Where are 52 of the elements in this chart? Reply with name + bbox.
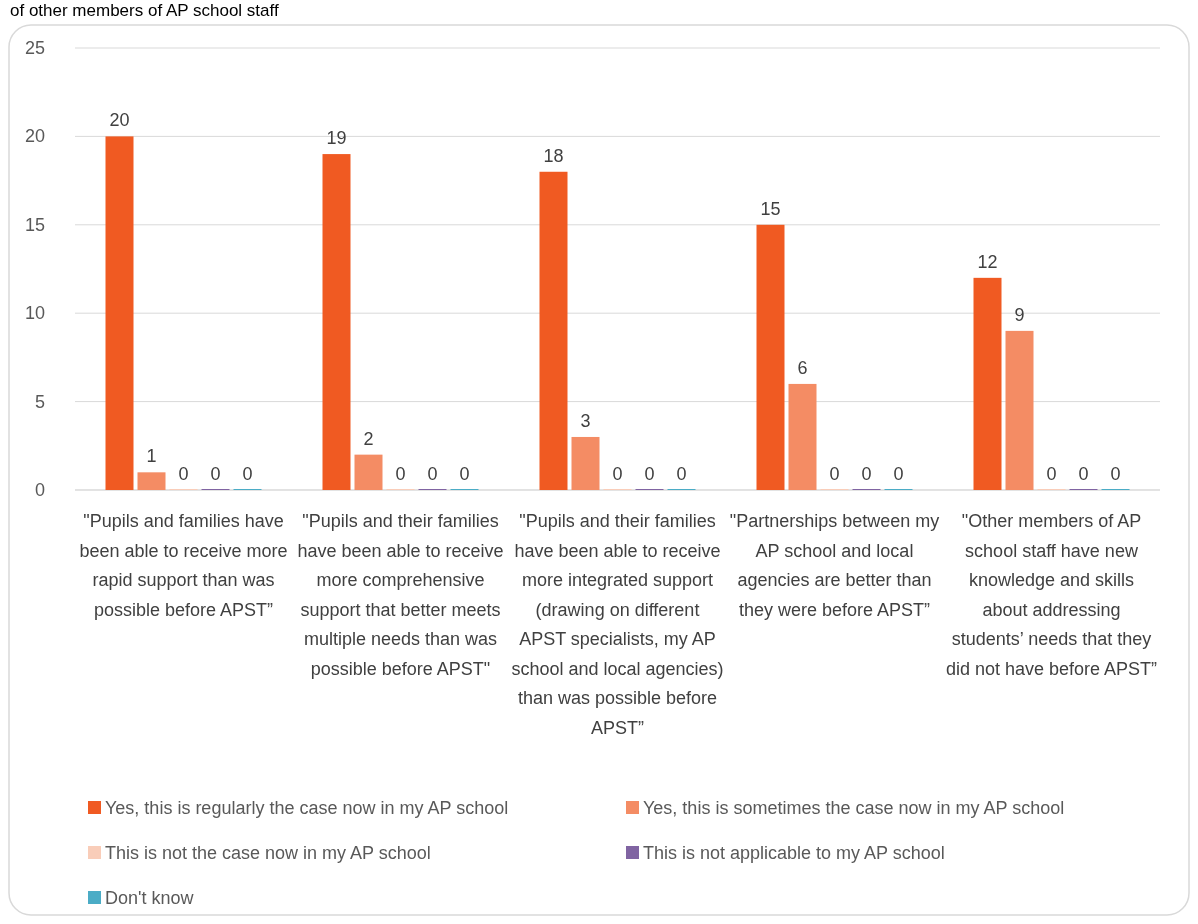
data-label: 0 <box>395 464 406 484</box>
x-tick-label: "Partnerships between my AP school and local agencies are better than they were before APST” <box>729 511 940 620</box>
bar <box>788 383 817 490</box>
text: of other members of AP school staff <box>10 1 279 21</box>
data-label: 1 <box>146 446 157 467</box>
data-label: 0 <box>861 464 872 484</box>
data-label: 0 <box>1110 464 1121 484</box>
y-tick-label: 25 <box>24 38 45 58</box>
y-tick-label: 15 <box>24 214 45 235</box>
x-tick-label: "Pupils and their families have been able to receive more comprehensive support that better meets multiple needs than was possible before APST" <box>297 511 504 679</box>
legend-label: Yes, this is regularly the case now in my AP school <box>105 798 509 818</box>
y-tick-label: 5 <box>34 391 45 412</box>
data-label: 2 <box>363 428 374 449</box>
data-label: 0 <box>242 464 253 484</box>
bar <box>756 224 785 490</box>
legend-label: Don't know <box>105 888 195 908</box>
data-label: 0 <box>893 464 904 484</box>
data-label: 0 <box>459 464 470 484</box>
bar <box>105 136 134 490</box>
bar <box>322 154 351 490</box>
x-tick-label: "Other members of AP school staff have new knowledge and skills about addressing students’ needs that they did not have before APST” <box>945 511 1158 679</box>
y-tick-label: 20 <box>24 126 45 147</box>
bar <box>973 277 1002 490</box>
data-label: 9 <box>1014 304 1025 325</box>
data-label: 19 <box>326 128 347 149</box>
legend-label: This is not the case now in my AP school <box>105 843 431 863</box>
bar <box>137 472 166 490</box>
data-label: 0 <box>676 464 687 484</box>
data-label: 0 <box>1046 464 1057 484</box>
data-label: 18 <box>543 145 564 166</box>
y-tick-label: 0 <box>34 480 45 500</box>
data-label: 0 <box>829 464 840 484</box>
data-label: 12 <box>977 251 998 272</box>
data-label: 0 <box>427 464 438 484</box>
data-label: 20 <box>109 110 130 131</box>
data-label: 0 <box>612 464 623 484</box>
data-label: 15 <box>760 198 781 219</box>
bar <box>1005 330 1034 490</box>
y-tick-label: 10 <box>24 303 45 324</box>
bar <box>539 171 568 490</box>
data-label: 6 <box>797 357 808 378</box>
data-label: 0 <box>210 464 221 484</box>
x-tick-label: "Pupils and families have been able to receive more rapid support than was possible before APST” <box>79 511 288 620</box>
bar <box>354 454 383 490</box>
data-label: 0 <box>644 464 655 484</box>
x-tick-label: "Pupils and their families have been able to receive more integrated support (drawing on different APST specialists, my AP school and local agencies) than was possible before APST” <box>511 511 724 738</box>
data-label: 0 <box>178 464 189 484</box>
legend-label: This is not applicable to my AP school <box>643 843 945 863</box>
data-label: 3 <box>580 410 591 431</box>
legend-label: Yes, this is sometimes the case now in my AP school <box>643 798 1065 818</box>
data-label: 0 <box>1078 464 1089 484</box>
bar <box>571 436 600 490</box>
